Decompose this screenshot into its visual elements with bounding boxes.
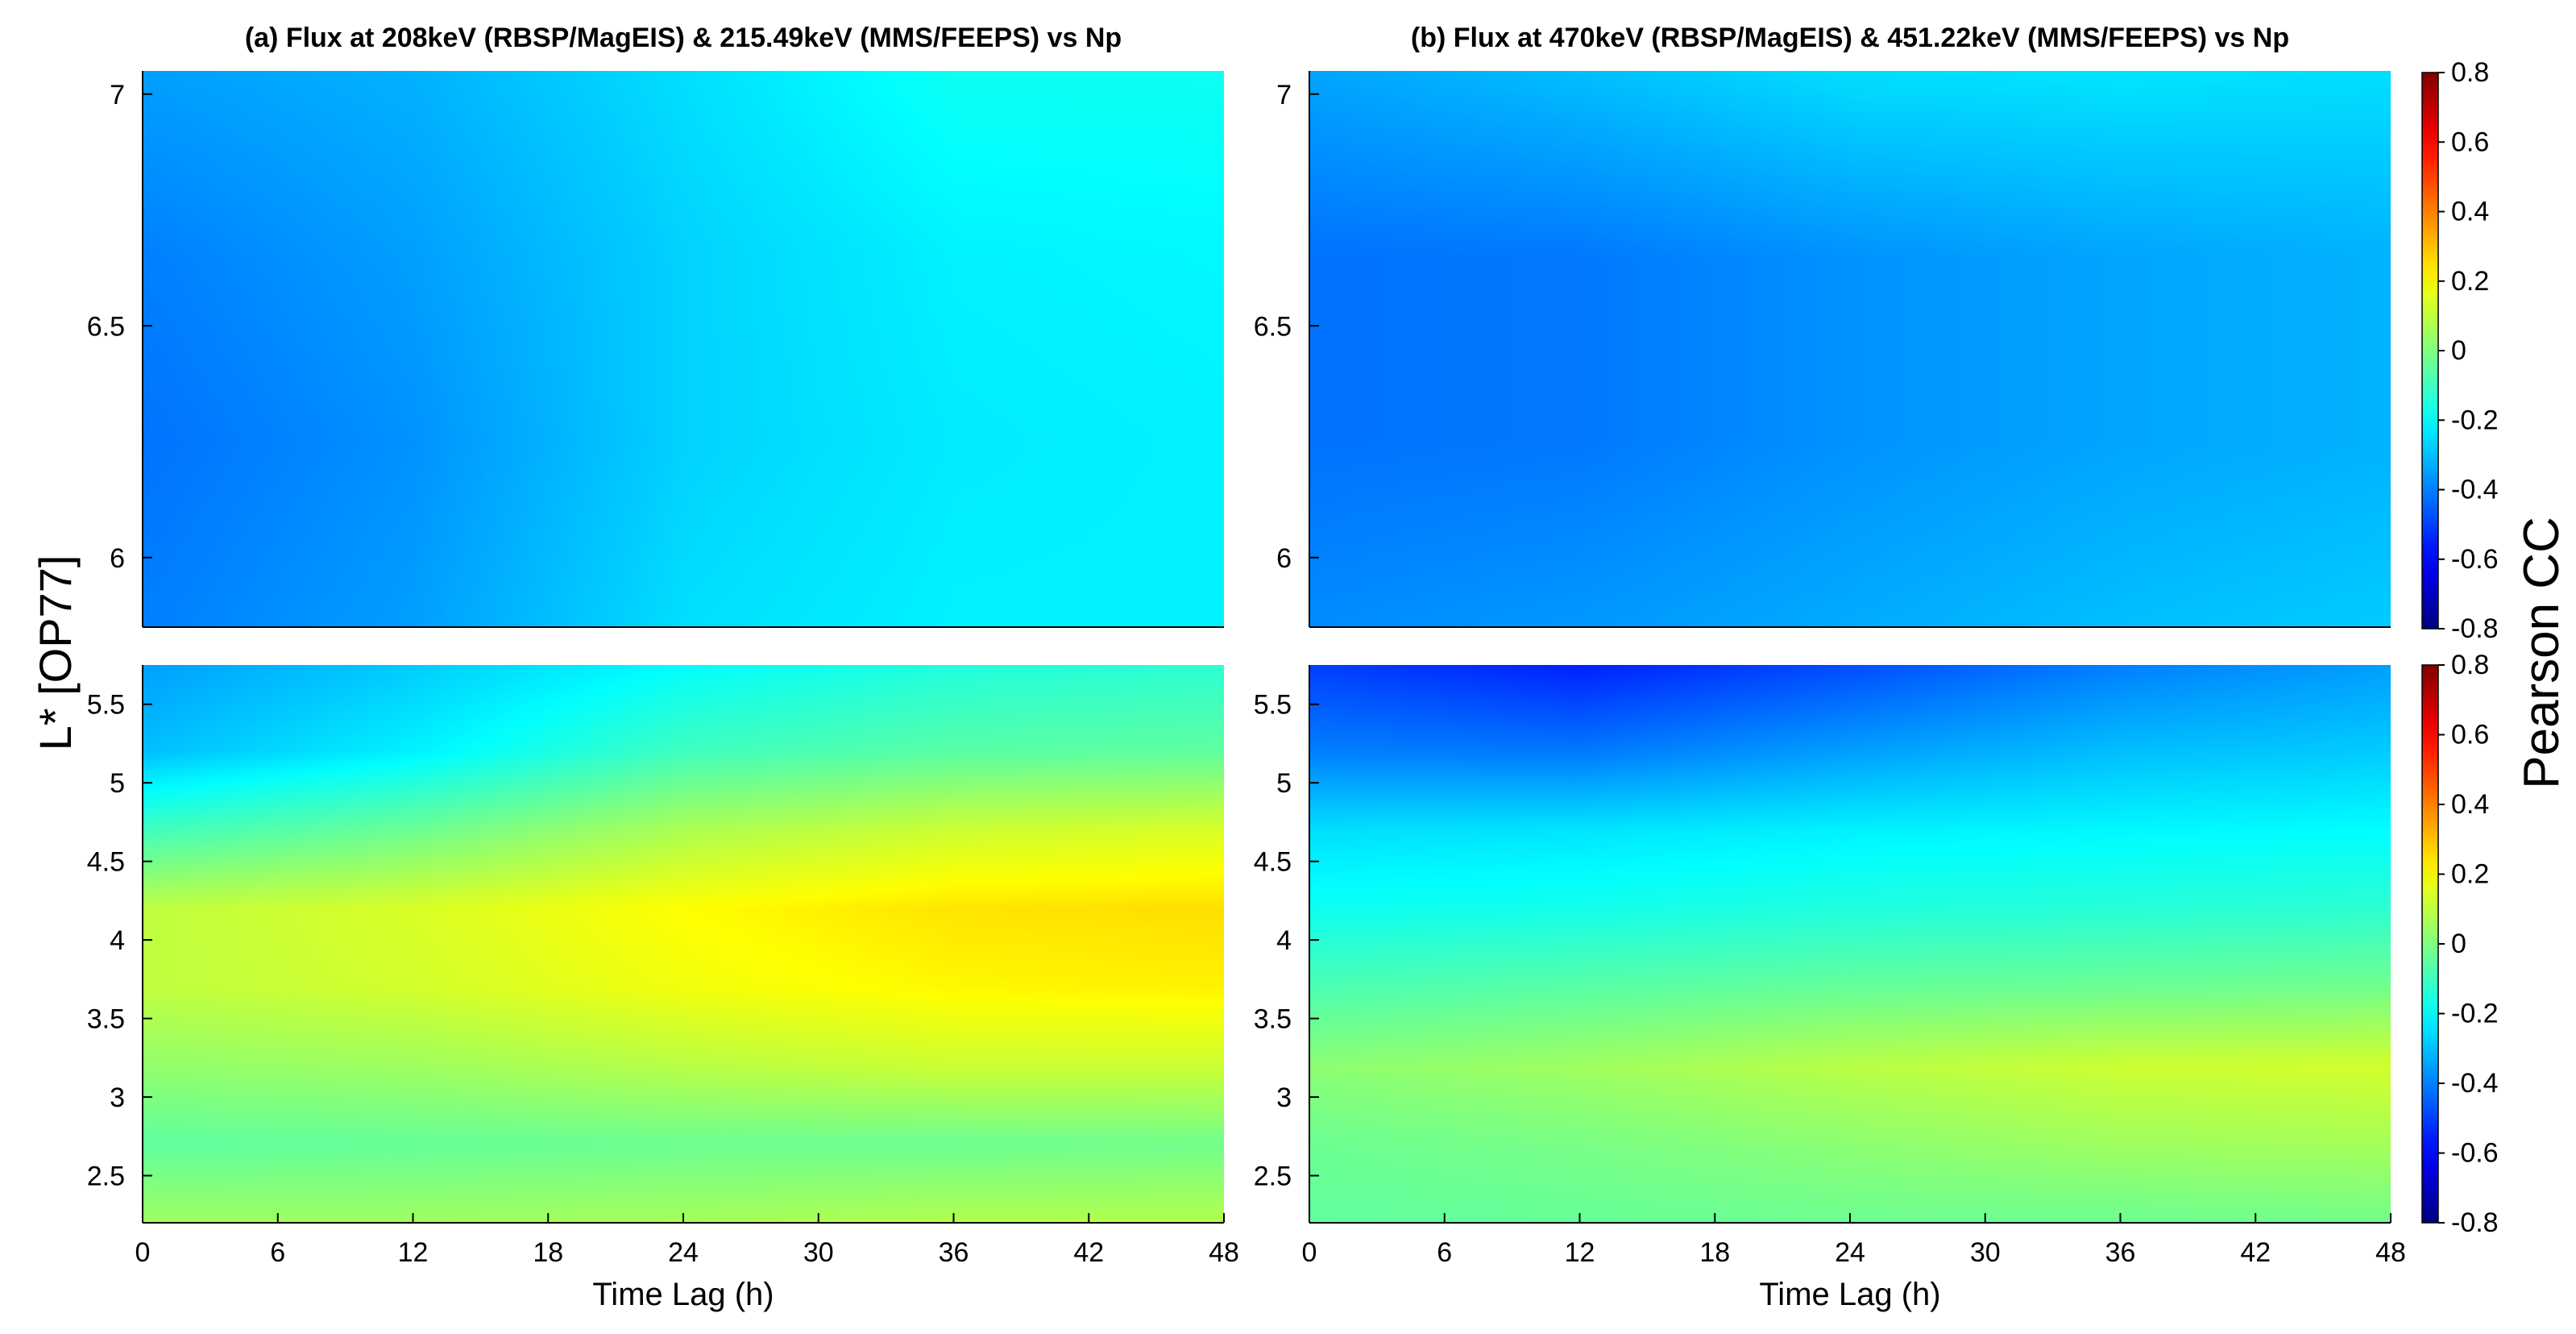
y-tick-label: 5 <box>110 768 125 799</box>
colorbar-tick-label: 0.4 <box>2451 789 2489 820</box>
colorbar-tick-label: 0.6 <box>2451 127 2489 157</box>
colorbar-gradient <box>2421 664 2439 1224</box>
colorbar-tick-label: 0.2 <box>2451 266 2489 297</box>
x-tick-label: 30 <box>1970 1237 2001 1268</box>
colorbar-label: Pearson CC <box>2514 517 2570 789</box>
y-tick-label: 3 <box>1276 1083 1292 1113</box>
x-axis-label: Time Lag (h) <box>592 1277 774 1312</box>
y-tick-label: 4.5 <box>87 847 125 878</box>
colorbar-tick-label: 0 <box>2451 335 2466 366</box>
panel-top-right: 6 6.5 7 (b) Flux at 470keV (RBSP/MagEIS) & … <box>1254 23 2391 628</box>
x-tick-label: 18 <box>1699 1237 1730 1268</box>
y-tick-label: 6 <box>1276 543 1292 574</box>
panel-bottom-left: 2.5 3 3.5 4 4.5 5 5.5 0 6 12 18 24 30 36 42 48 Time Lag … <box>87 665 1239 1312</box>
y-tick-label: 4 <box>1276 925 1292 956</box>
x-tick-label: 12 <box>398 1237 429 1268</box>
colorbar-tick-label: -0.2 <box>2451 999 2499 1029</box>
x-tick-label: 42 <box>1073 1237 1104 1268</box>
y-tick-label: 4 <box>110 925 125 956</box>
x-tick-label: 36 <box>939 1237 969 1268</box>
y-tick-label: 6.5 <box>1254 311 1292 342</box>
x-tick-label: 6 <box>270 1237 285 1268</box>
x-tick-label: 24 <box>668 1237 699 1268</box>
x-tick-label: 18 <box>533 1237 563 1268</box>
y-tick-label: 5.5 <box>87 690 125 721</box>
colorbar-tick-label: -0.2 <box>2451 405 2499 435</box>
colorbar-gradient <box>2421 72 2439 630</box>
y-tick-label: 2.5 <box>1254 1162 1292 1192</box>
heatmap-image <box>1309 71 2391 627</box>
y-tick-label: 3 <box>110 1083 125 1113</box>
x-tick-label: 42 <box>2240 1237 2271 1268</box>
colorbar-tick-label: 0.8 <box>2451 57 2489 88</box>
y-tick-label: 6.5 <box>87 311 125 342</box>
x-tick-label: 24 <box>1835 1237 1865 1268</box>
y-tick-label: 5.5 <box>1254 690 1292 721</box>
y-tick-label: 2.5 <box>87 1162 125 1192</box>
colorbar-tick-label: -0.6 <box>2451 544 2499 575</box>
panel-bottom-right: 2.5 3 3.5 4 4.5 5 5.5 0 6 12 18 24 30 36 42 48 Time Lag … <box>1254 665 2406 1312</box>
panel-top-left: 6 6.5 7 (a) Flux at 208keV (RBSP/MagEIS) & … <box>87 23 1224 628</box>
x-tick-label: 48 <box>2375 1237 2406 1268</box>
x-tick-label: 12 <box>1565 1237 1595 1268</box>
colorbar-tick-label: 0.4 <box>2451 197 2489 227</box>
x-tick-label: 6 <box>1437 1237 1452 1268</box>
x-tick-label: 36 <box>2105 1237 2136 1268</box>
x-tick-label: 0 <box>1302 1237 1317 1268</box>
colorbar: -0.8 -0.6 -0.4 -0.2 0 0.2 0.4 0.6 0.8 <box>2421 650 2499 1238</box>
colorbar: -0.8 -0.6 -0.4 -0.2 0 0.2 0.4 0.6 0.8 <box>2421 57 2499 644</box>
colorbar-tick-label: 0.6 <box>2451 720 2489 750</box>
colorbar-tick-label: -0.8 <box>2451 1207 2499 1238</box>
y-tick-label: 3.5 <box>87 1004 125 1035</box>
x-axis-label: Time Lag (h) <box>1759 1277 1940 1312</box>
y-tick-label: 4.5 <box>1254 847 1292 878</box>
heatmap-panels: 6 6.5 7 (a) Flux at 208keV (RBSP/MagEIS) & … <box>87 23 2406 1312</box>
panel-title: (b) Flux at 470keV (RBSP/MagEIS) & 451.2… <box>1411 23 2289 53</box>
colorbar-tick-label: -0.6 <box>2451 1138 2499 1169</box>
heatmap-image <box>143 71 1224 627</box>
heatmap-image <box>1309 665 2391 1223</box>
y-tick-label: 7 <box>110 80 125 110</box>
colorbar-tick-label: 0.2 <box>2451 859 2489 890</box>
colorbar-tick-label: 0 <box>2451 929 2466 959</box>
panel-title: (a) Flux at 208keV (RBSP/MagEIS) & 215.4… <box>245 23 1122 53</box>
colorbar-tick-label: 0.8 <box>2451 650 2489 680</box>
colorbar-tick-label: -0.4 <box>2451 1068 2499 1099</box>
figure-ylabel: L* [OP77] <box>30 555 81 751</box>
y-tick-label: 5 <box>1276 768 1292 799</box>
y-tick-label: 3.5 <box>1254 1004 1292 1035</box>
heatmap-image <box>143 665 1224 1223</box>
colorbar-tick-label: -0.4 <box>2451 475 2499 505</box>
x-tick-label: 0 <box>135 1237 151 1268</box>
y-tick-label: 7 <box>1276 80 1292 110</box>
colorbar-tick-label: -0.8 <box>2451 613 2499 644</box>
colorbars: -0.8-0.6-0.4-0.200.20.40.60.8-0.8-0.6-0.… <box>2421 57 2499 1238</box>
y-tick-label: 6 <box>110 543 125 574</box>
x-tick-label: 48 <box>1209 1237 1239 1268</box>
x-tick-label: 30 <box>803 1237 834 1268</box>
